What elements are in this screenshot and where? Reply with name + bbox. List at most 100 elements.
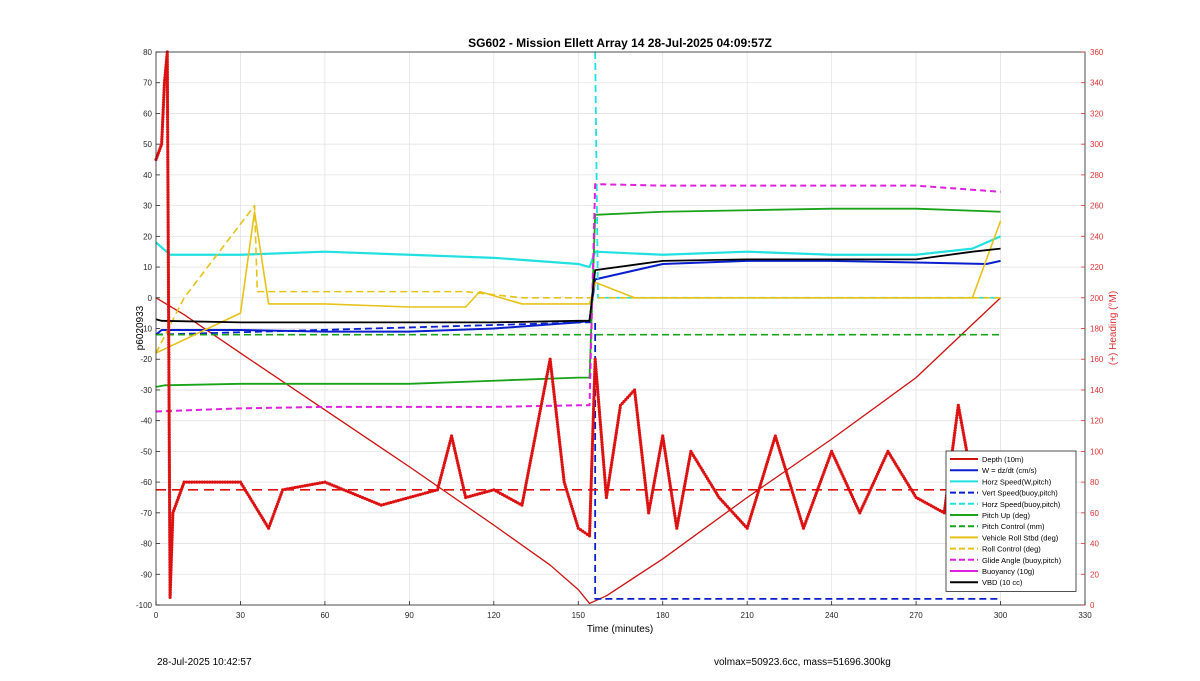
heading-point xyxy=(168,595,172,599)
heading-point xyxy=(541,394,545,398)
heading-point xyxy=(215,480,220,484)
heading-point xyxy=(197,480,202,484)
heading-point xyxy=(657,456,661,460)
heading-point xyxy=(589,491,593,496)
heading-point xyxy=(528,463,532,468)
heading-point xyxy=(169,558,173,562)
heading-point xyxy=(633,395,638,400)
heading-point xyxy=(208,480,212,484)
heading-point xyxy=(401,497,405,501)
heading-point xyxy=(520,503,524,507)
heading-point xyxy=(669,491,674,495)
heading-point xyxy=(281,488,285,492)
heading-point xyxy=(591,434,595,438)
heading-point xyxy=(167,335,171,339)
heading-point xyxy=(599,435,604,439)
heading-point xyxy=(952,436,956,440)
heading-point xyxy=(542,389,546,393)
plot-area xyxy=(154,50,1002,605)
heading-point xyxy=(570,507,574,511)
heading-point xyxy=(634,405,639,410)
heading-point xyxy=(636,423,641,427)
heading-point xyxy=(565,490,569,494)
heading-point xyxy=(166,225,170,229)
heading-point xyxy=(166,250,170,254)
heading-point xyxy=(605,490,609,495)
heading-point xyxy=(167,425,171,429)
series-vbd-10-cc xyxy=(155,247,1001,324)
heading-point xyxy=(962,435,966,440)
heading-point xyxy=(666,466,670,471)
heading-point xyxy=(522,493,526,497)
y-axis-label-right: (+) Heading (°M) xyxy=(1108,291,1119,365)
heading-point xyxy=(959,421,964,425)
heading-point xyxy=(608,473,612,477)
heading-point xyxy=(588,526,592,531)
y-tick-label-left: -80 xyxy=(140,540,152,549)
heading-point xyxy=(169,560,173,565)
heading-point xyxy=(162,93,166,97)
heading-point xyxy=(170,546,174,550)
heading-point xyxy=(533,436,537,440)
heading-point xyxy=(551,382,555,386)
heading-point xyxy=(166,253,170,257)
heading-point xyxy=(591,414,595,419)
heading-point xyxy=(589,479,593,483)
heading-point xyxy=(596,395,600,399)
heading-point xyxy=(643,483,648,487)
heading-point xyxy=(653,476,657,480)
heading-point xyxy=(522,491,526,495)
heading-point xyxy=(231,480,235,484)
heading-point xyxy=(555,415,559,419)
heading-point xyxy=(273,509,277,513)
heading-point xyxy=(167,430,171,434)
heading-point xyxy=(524,481,528,485)
heading-point xyxy=(162,83,166,87)
heading-point xyxy=(170,528,174,532)
heading-point xyxy=(555,417,559,422)
heading-point xyxy=(167,373,171,377)
heading-point xyxy=(166,305,171,309)
heading-point xyxy=(168,525,172,529)
heading-point xyxy=(553,400,557,404)
heading-point xyxy=(963,440,967,445)
heading-point xyxy=(560,462,564,467)
heading-point xyxy=(601,450,605,454)
heading-point xyxy=(166,228,170,232)
heading-point xyxy=(652,479,657,483)
chart-title: SG602 - Mission Ellett Array 14 28-Jul-2… xyxy=(468,36,772,50)
heading-point xyxy=(167,403,171,407)
heading-point xyxy=(609,463,613,467)
legend-label: Buoyancy (10g) xyxy=(982,567,1035,576)
heading-point xyxy=(166,308,171,312)
heading-point xyxy=(611,451,615,455)
heading-point xyxy=(587,534,592,538)
heading-point xyxy=(958,416,963,420)
x-tick-label: 30 xyxy=(236,611,245,620)
heading-point xyxy=(167,310,171,314)
y-tick-label-right: 160 xyxy=(1090,355,1104,364)
heading-point xyxy=(954,418,958,422)
heading-point xyxy=(591,412,596,416)
heading-point xyxy=(602,473,607,477)
heading-point xyxy=(167,375,171,379)
heading-point xyxy=(555,422,560,427)
heading-point xyxy=(554,410,558,414)
heading-point xyxy=(539,402,544,406)
heading-point xyxy=(166,248,170,252)
heading-point xyxy=(546,367,550,371)
heading-point xyxy=(549,362,553,366)
heading-point xyxy=(529,454,534,458)
heading-point xyxy=(386,501,391,505)
x-axis-label: Time (minutes) xyxy=(587,624,653,635)
heading-point xyxy=(166,245,170,249)
heading-point xyxy=(169,570,173,575)
heading-point xyxy=(640,451,644,455)
heading-point xyxy=(613,436,618,440)
heading-point xyxy=(160,142,164,146)
heading-point xyxy=(167,345,171,349)
heading-point xyxy=(443,458,447,463)
heading-point xyxy=(167,445,171,449)
heading-point xyxy=(223,480,227,484)
heading-point xyxy=(167,370,171,374)
